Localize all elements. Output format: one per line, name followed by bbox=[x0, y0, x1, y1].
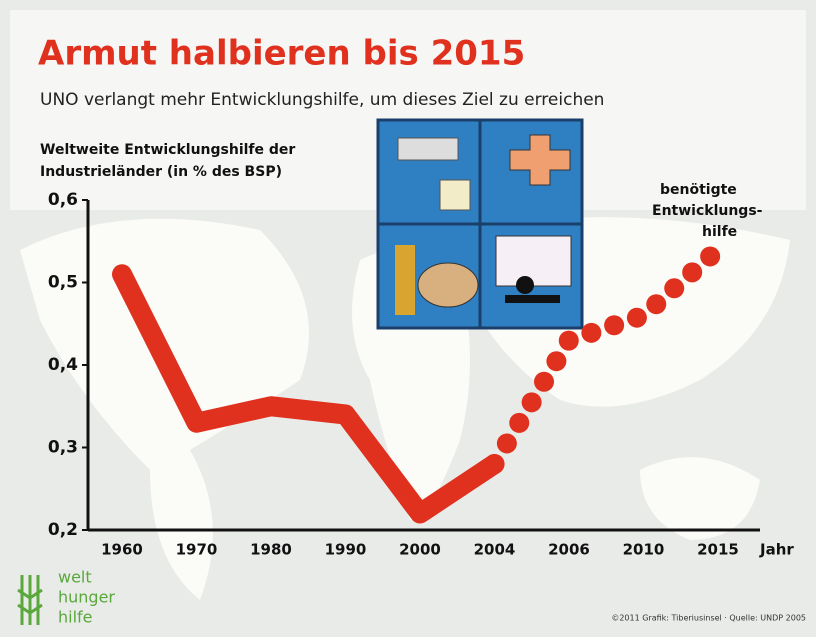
y-tick-label: 0,6 bbox=[48, 190, 78, 210]
icon-panel bbox=[376, 118, 584, 330]
data-line bbox=[484, 239, 728, 474]
annotation: Entwicklungs- bbox=[652, 203, 763, 219]
source: ©2011 Grafik: Tiberiusinsel · Quelle: UN… bbox=[611, 614, 806, 623]
x-tick-label: 2015 bbox=[697, 541, 739, 559]
x-tick-label: 2004 bbox=[474, 541, 516, 559]
x-tick-label: 2000 bbox=[399, 541, 441, 559]
logo-text: hilfe bbox=[58, 608, 93, 627]
y-axis-label: Weltweite Entwicklungshilfe der bbox=[40, 142, 295, 158]
y-tick-label: 0,3 bbox=[48, 438, 78, 458]
x-tick-label: 1960 bbox=[101, 541, 143, 559]
y-tick-label: 0,2 bbox=[48, 520, 78, 540]
x-tick-label: 2006 bbox=[548, 541, 590, 559]
y-tick-label: 0,5 bbox=[48, 273, 78, 293]
data-line bbox=[112, 264, 505, 524]
y-axis-label: Industrieländer (in % des BSP) bbox=[40, 164, 282, 180]
x-tick-label: 2010 bbox=[623, 541, 665, 559]
annotation: benötigte bbox=[660, 182, 737, 198]
x-tick-label: 1990 bbox=[325, 541, 367, 559]
x-axis-label: Jahr bbox=[759, 541, 794, 559]
annotation: hilfe bbox=[702, 224, 737, 240]
x-tick-label: 1970 bbox=[176, 541, 218, 559]
logo-text: hunger bbox=[58, 588, 115, 607]
logo-text: welt bbox=[58, 568, 92, 587]
x-tick-label: 1980 bbox=[250, 541, 292, 559]
y-tick-label: 0,4 bbox=[48, 355, 78, 375]
chart-title: Armut halbieren bis 2015 bbox=[38, 34, 525, 74]
chart-subtitle: UNO verlangt mehr Entwicklungshilfe, um … bbox=[40, 90, 604, 110]
logo: welt hunger hilfe bbox=[17, 568, 115, 627]
